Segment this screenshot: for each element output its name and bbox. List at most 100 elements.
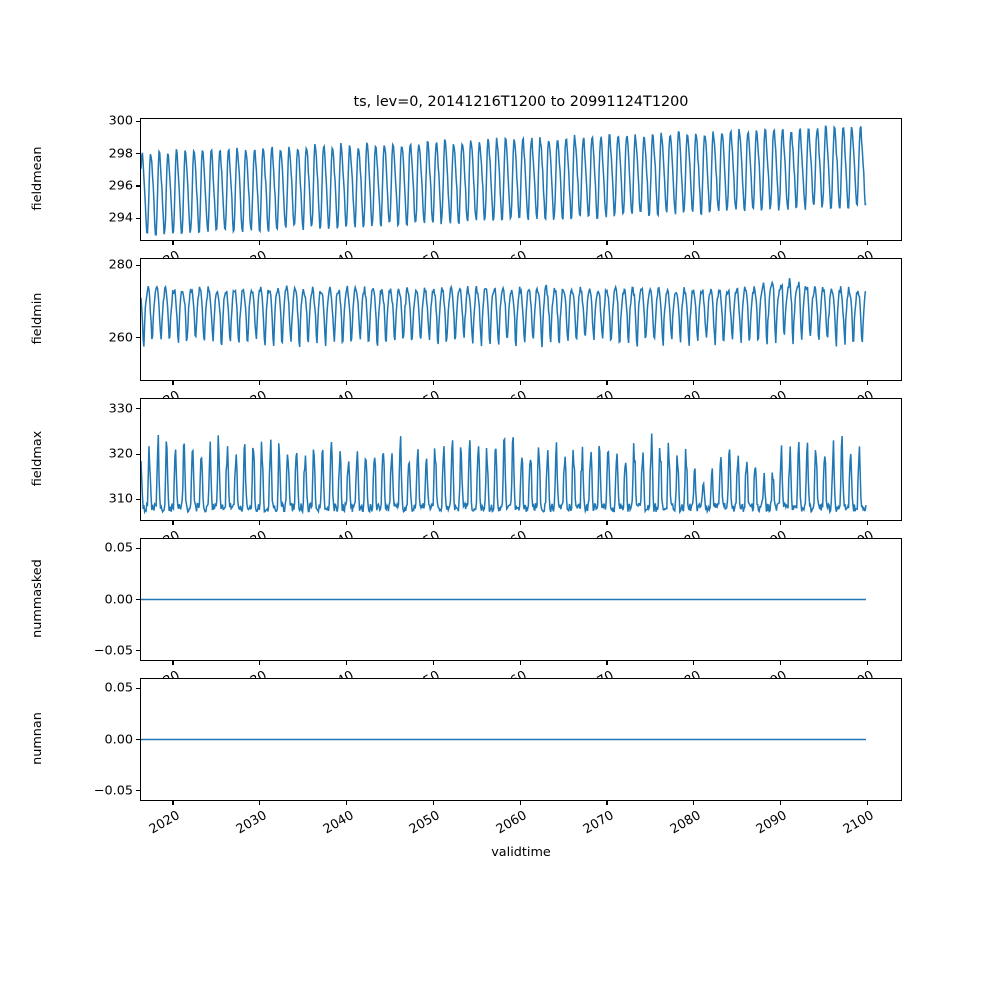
panel-fieldmean (140, 118, 902, 241)
xtick-mark (866, 661, 868, 665)
xtick-mark (259, 521, 261, 525)
fieldmin-ytick-label: 280 (108, 257, 133, 273)
xtick-mark (259, 381, 261, 385)
nummasked-ytick-mark (136, 547, 140, 549)
xtick-mark (606, 241, 608, 245)
xtick-mark (172, 381, 174, 385)
fieldmean-ytick-mark (136, 185, 140, 187)
numnan-ytick-mark (136, 790, 140, 792)
xtick-mark (779, 381, 782, 385)
numnan-ytick-mark (136, 687, 140, 689)
fieldmean-ytick-mark (136, 153, 140, 155)
xtick-mark (432, 801, 434, 805)
panel-fieldmax (140, 398, 902, 521)
xtick-mark (606, 521, 608, 525)
xtick-mark (606, 661, 608, 665)
xtick-mark (519, 661, 521, 665)
numnan-ytick-label: 0.05 (104, 680, 134, 696)
xtick-mark (432, 521, 434, 525)
xtick-mark (346, 241, 348, 245)
fieldmin-axis-label: fieldmin (29, 292, 45, 344)
xtick-label-2020: 2020 (146, 808, 183, 838)
xtick-mark (519, 241, 521, 245)
fieldmean-axis-label: fieldmean (29, 146, 45, 210)
numnan-plot-area (141, 679, 901, 800)
fieldmax-ytick-mark (136, 453, 140, 455)
fieldmean-line (141, 126, 866, 235)
fieldmin-plot-area (141, 259, 901, 380)
xtick-mark (259, 241, 261, 245)
panel-numnan (140, 678, 902, 801)
fieldmax-ytick-mark (136, 408, 140, 410)
fieldmax-ytick-label: 320 (108, 446, 133, 462)
xtick-mark (432, 381, 434, 385)
xtick-label-2060: 2060 (493, 808, 530, 838)
nummasked-ytick-mark (136, 650, 140, 652)
xtick-mark (519, 381, 521, 385)
xtick-mark (606, 381, 608, 385)
xtick-mark (346, 801, 348, 805)
fieldmean-ytick-mark (136, 120, 140, 122)
xtick-label-2100: 2100 (841, 808, 877, 838)
numnan-ytick-label: 0.00 (104, 732, 134, 747)
nummasked-ytick-label: 0.05 (104, 540, 134, 556)
xtick-mark (172, 661, 174, 665)
xtick-mark (693, 801, 695, 805)
xtick-mark (866, 801, 868, 805)
xtick-mark (606, 801, 608, 805)
fieldmax-axis-label: fieldmax (29, 430, 45, 486)
xtick-mark (346, 661, 348, 665)
xtick-mark (779, 801, 782, 805)
xtick-mark (693, 521, 695, 525)
nummasked-ytick-label: 0.00 (104, 592, 134, 607)
xtick-label-2040: 2040 (320, 808, 357, 838)
xtick-mark (346, 381, 348, 385)
xtick-mark (779, 241, 782, 245)
nummasked-ytick-mark (136, 599, 140, 601)
xtick-label-2080: 2080 (667, 808, 704, 838)
xtick-mark (172, 801, 174, 805)
xtick-mark (346, 521, 348, 525)
xtick-mark (693, 241, 695, 245)
fieldmin-line (141, 278, 866, 347)
xtick-mark (866, 381, 868, 385)
xtick-mark (693, 661, 695, 665)
fieldmax-plot-area (141, 399, 901, 520)
nummasked-plot-area (141, 539, 901, 660)
fieldmean-ytick-label: 296 (108, 178, 133, 194)
fieldmax-ytick-mark (136, 498, 140, 500)
panel-nummasked (140, 538, 902, 661)
xtick-mark (172, 521, 174, 525)
xtick-mark (779, 521, 782, 525)
fieldmean-ytick-label: 294 (108, 210, 133, 226)
fieldmax-ytick-label: 310 (108, 491, 133, 507)
fieldmin-ytick-mark (136, 337, 140, 339)
fieldmean-ytick-label: 298 (108, 146, 133, 162)
xtick-mark (693, 381, 695, 385)
panel-fieldmin (140, 258, 902, 381)
fieldmin-ytick-mark (136, 264, 140, 266)
nummasked-ytick-label: −0.05 (93, 643, 133, 659)
figure-title: ts, lev=0, 20141216T1200 to 20991124T120… (353, 94, 689, 110)
xtick-label-2090: 2090 (754, 808, 790, 838)
xtick-mark (519, 521, 521, 525)
nummasked-axis-label: nummasked (29, 558, 45, 638)
xtick-label-2030: 2030 (233, 808, 270, 838)
xtick-mark (259, 801, 261, 805)
xtick-label-2070: 2070 (580, 808, 617, 838)
fieldmax-ytick-label: 330 (108, 401, 133, 417)
numnan-axis-label: numnan (29, 711, 45, 765)
numnan-ytick-mark (136, 739, 140, 741)
xtick-mark (779, 661, 782, 665)
xtick-mark (259, 661, 261, 665)
xtick-mark (432, 241, 434, 245)
xtick-mark (432, 661, 434, 665)
fieldmean-plot-area (141, 119, 901, 240)
xtick-mark (172, 241, 174, 245)
xtick-label-2050: 2050 (407, 808, 443, 838)
xtick-mark (519, 801, 521, 805)
fieldmean-ytick-mark (136, 217, 140, 219)
fieldmean-ytick-label: 300 (108, 113, 133, 129)
fieldmax-line (141, 434, 866, 512)
